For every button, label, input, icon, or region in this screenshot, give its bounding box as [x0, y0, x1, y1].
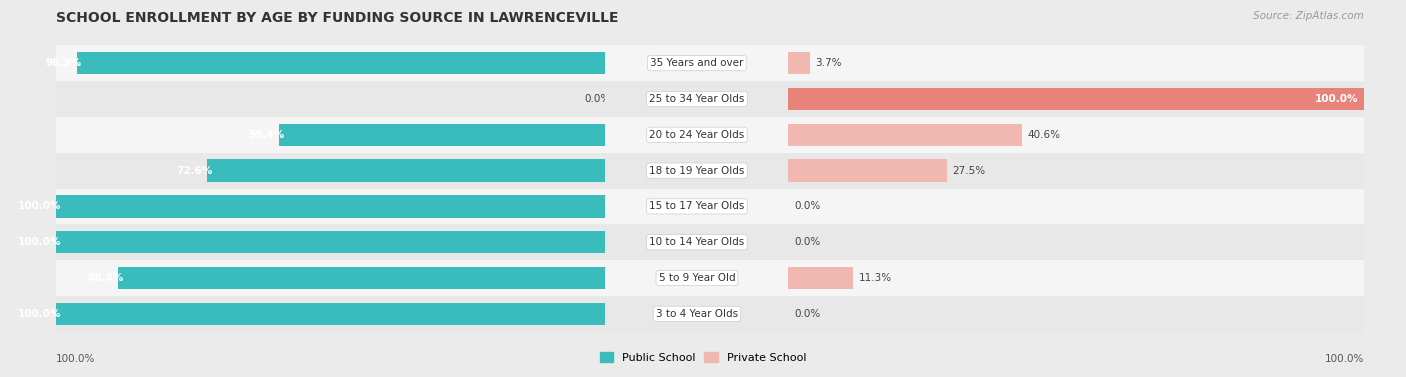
Text: 3.7%: 3.7% [815, 58, 842, 68]
Bar [56, 224, 606, 260]
Text: 25 to 34 Year Olds: 25 to 34 Year Olds [650, 94, 745, 104]
Bar [606, 153, 789, 188]
Text: 0.0%: 0.0% [585, 94, 612, 104]
Text: 15 to 17 Year Olds: 15 to 17 Year Olds [650, 201, 745, 211]
Bar [56, 153, 606, 188]
Text: 27.5%: 27.5% [952, 166, 986, 176]
Bar [56, 81, 606, 117]
Text: 59.4%: 59.4% [249, 130, 284, 140]
Bar [280, 124, 606, 146]
Bar [789, 188, 1364, 224]
Text: 72.6%: 72.6% [176, 166, 212, 176]
Legend: Public School, Private School: Public School, Private School [595, 348, 811, 368]
Bar [789, 296, 1364, 332]
Bar [606, 117, 789, 153]
Bar [789, 81, 1364, 117]
Bar [789, 124, 1022, 146]
Text: 20 to 24 Year Olds: 20 to 24 Year Olds [650, 130, 745, 140]
Bar [789, 52, 810, 74]
Bar [56, 188, 606, 224]
Text: 88.8%: 88.8% [87, 273, 124, 283]
Bar [56, 303, 606, 325]
Text: 100.0%: 100.0% [1324, 354, 1364, 365]
Bar [76, 52, 606, 74]
Bar [789, 224, 1364, 260]
Text: 0.0%: 0.0% [794, 237, 821, 247]
Bar [606, 224, 789, 260]
Bar [56, 45, 606, 81]
Bar [56, 195, 606, 218]
Bar [789, 159, 946, 182]
Bar [606, 296, 789, 332]
Text: 100.0%: 100.0% [18, 201, 62, 211]
Text: SCHOOL ENROLLMENT BY AGE BY FUNDING SOURCE IN LAWRENCEVILLE: SCHOOL ENROLLMENT BY AGE BY FUNDING SOUR… [56, 11, 619, 25]
Text: 3 to 4 Year Olds: 3 to 4 Year Olds [655, 309, 738, 319]
Text: 11.3%: 11.3% [859, 273, 893, 283]
Bar [789, 88, 1364, 110]
Text: 0.0%: 0.0% [794, 201, 821, 211]
Bar [606, 81, 789, 117]
Bar [606, 188, 789, 224]
Bar [207, 159, 606, 182]
Text: 100.0%: 100.0% [56, 354, 96, 365]
Text: 100.0%: 100.0% [18, 309, 62, 319]
Bar [789, 153, 1364, 188]
Text: 100.0%: 100.0% [18, 237, 62, 247]
Text: 18 to 19 Year Olds: 18 to 19 Year Olds [650, 166, 745, 176]
Bar [789, 117, 1364, 153]
Text: 5 to 9 Year Old: 5 to 9 Year Old [658, 273, 735, 283]
Text: 0.0%: 0.0% [794, 309, 821, 319]
Bar [56, 117, 606, 153]
Text: 35 Years and over: 35 Years and over [650, 58, 744, 68]
Bar [789, 260, 1364, 296]
Bar [606, 45, 789, 81]
Text: 100.0%: 100.0% [1315, 94, 1358, 104]
Text: 40.6%: 40.6% [1028, 130, 1060, 140]
Bar [789, 45, 1364, 81]
Bar [118, 267, 606, 289]
Bar [789, 267, 853, 289]
Text: 10 to 14 Year Olds: 10 to 14 Year Olds [650, 237, 745, 247]
Bar [56, 260, 606, 296]
Bar [56, 231, 606, 253]
Text: Source: ZipAtlas.com: Source: ZipAtlas.com [1253, 11, 1364, 21]
Text: 96.3%: 96.3% [46, 58, 82, 68]
Bar [606, 260, 789, 296]
Bar [56, 296, 606, 332]
